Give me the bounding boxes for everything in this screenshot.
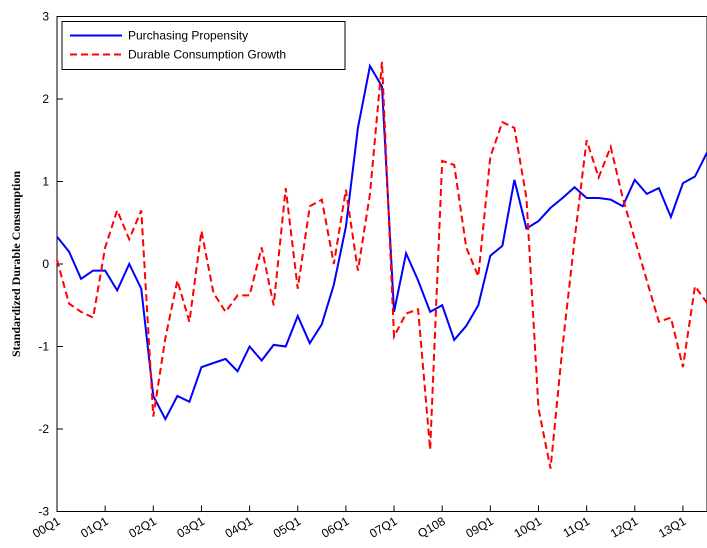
x-tick-label: 05Q1 — [271, 514, 304, 541]
legend-label: Purchasing Propensity — [128, 29, 248, 43]
x-tick-label: 01Q1 — [78, 514, 111, 541]
y-tick-label: 0 — [42, 257, 49, 271]
legend-box — [61, 21, 346, 70]
x-tick-label: 11Q1 — [560, 514, 592, 541]
x-tick-label: 03Q1 — [175, 514, 208, 541]
x-tick-label: 04Q1 — [223, 514, 256, 541]
y-tick-label: 3 — [42, 10, 49, 24]
y-tick-label: -3 — [38, 505, 49, 519]
y-tick-label: -2 — [38, 422, 49, 436]
y-tick-label: -1 — [38, 340, 49, 354]
x-tick-label: 12Q1 — [608, 514, 641, 541]
x-tick-label: Q108 — [415, 514, 448, 541]
x-tick-label: 07Q1 — [367, 514, 400, 541]
x-tick-label: 09Q1 — [463, 514, 496, 541]
y-axis-label: Standardized Durable Consumption — [9, 171, 23, 357]
x-tick-label: 02Q1 — [126, 514, 159, 541]
y-tick-label: 2 — [42, 92, 49, 106]
legend-label: Durable Consumption Growth — [128, 48, 286, 62]
y-tick-label: 1 — [42, 175, 49, 189]
series-line — [56, 61, 707, 469]
x-tick-label: 10Q1 — [512, 514, 545, 541]
x-tick-label: 13Q1 — [656, 514, 689, 541]
x-tick-label: 06Q1 — [319, 514, 352, 541]
series-line — [56, 63, 707, 422]
